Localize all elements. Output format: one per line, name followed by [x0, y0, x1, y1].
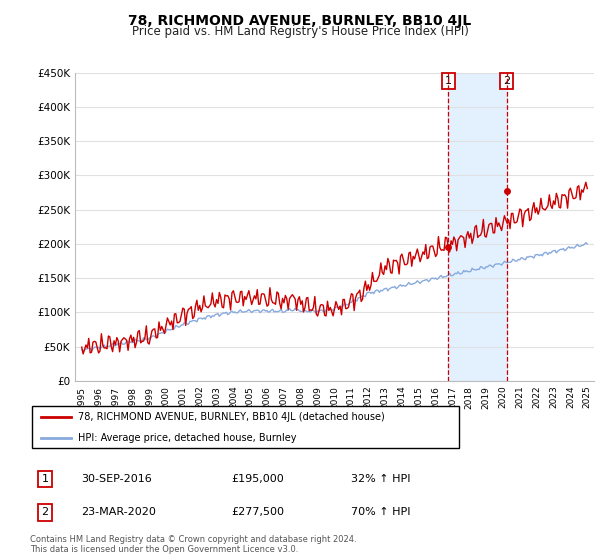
Text: 2: 2 — [503, 76, 510, 86]
Text: 78, RICHMOND AVENUE, BURNLEY, BB10 4JL (detached house): 78, RICHMOND AVENUE, BURNLEY, BB10 4JL (… — [77, 412, 384, 422]
Text: 2: 2 — [41, 507, 49, 517]
Text: Contains HM Land Registry data © Crown copyright and database right 2024.
This d: Contains HM Land Registry data © Crown c… — [30, 535, 356, 554]
Text: £277,500: £277,500 — [231, 507, 284, 517]
FancyBboxPatch shape — [32, 405, 459, 449]
Bar — [448, 73, 507, 381]
Text: Price paid vs. HM Land Registry's House Price Index (HPI): Price paid vs. HM Land Registry's House … — [131, 25, 469, 38]
Text: 23-MAR-2020: 23-MAR-2020 — [81, 507, 156, 517]
Text: 78, RICHMOND AVENUE, BURNLEY, BB10 4JL: 78, RICHMOND AVENUE, BURNLEY, BB10 4JL — [128, 14, 472, 28]
Text: 30-SEP-2016: 30-SEP-2016 — [81, 474, 152, 484]
Text: 70% ↑ HPI: 70% ↑ HPI — [351, 507, 410, 517]
Text: 1: 1 — [445, 76, 452, 86]
Text: 1: 1 — [41, 474, 49, 484]
Text: HPI: Average price, detached house, Burnley: HPI: Average price, detached house, Burn… — [77, 433, 296, 444]
Text: £195,000: £195,000 — [231, 474, 284, 484]
Text: 32% ↑ HPI: 32% ↑ HPI — [351, 474, 410, 484]
